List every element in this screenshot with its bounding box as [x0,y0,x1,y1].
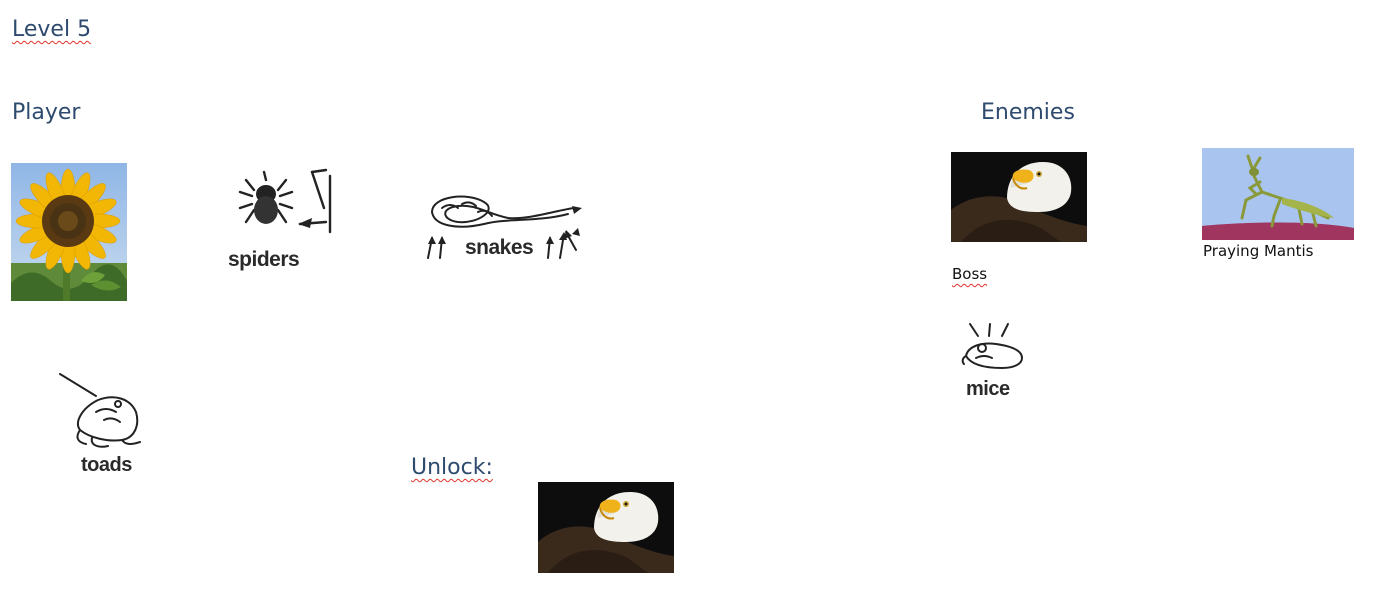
praying-mantis-caption: Praying Mantis [1203,242,1314,260]
enemies-heading: Enemies [981,100,1075,125]
boss-eagle-image [951,152,1087,242]
spiders-sketch: spiders [226,168,334,280]
spiders-label: spiders [228,248,300,271]
snakes-label: snakes [465,236,534,259]
level-title: Level 5 [12,17,92,42]
player-heading: Player [12,100,81,125]
praying-mantis-image [1202,148,1354,240]
boss-caption: Boss [952,265,988,283]
toads-sketch: toads [56,372,146,484]
mice-sketch: mice [958,318,1030,410]
mice-label: mice [966,378,1010,400]
sunflower-image [11,163,127,301]
unlock-heading: Unlock: [411,455,493,480]
snakes-sketch: snakes [418,190,588,266]
unlock-eagle-image [538,482,674,573]
toads-label: toads [81,454,132,476]
